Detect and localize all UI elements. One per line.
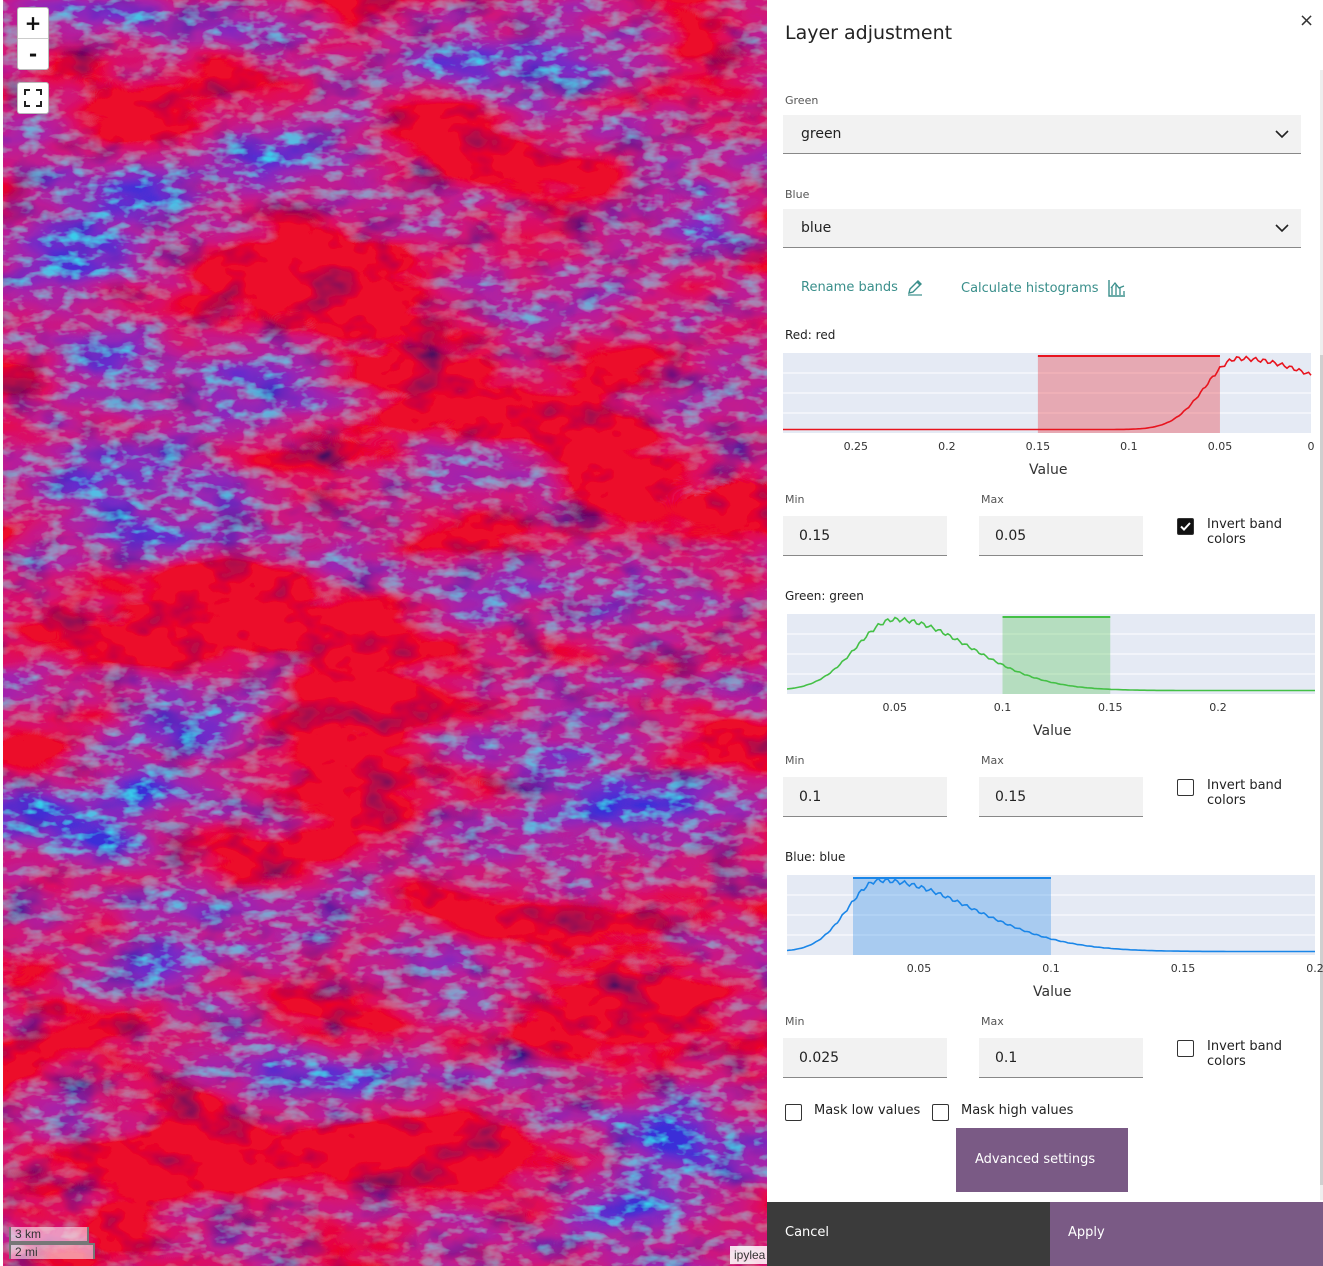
max-label: Max — [981, 754, 1004, 767]
satellite-imagery — [3, 0, 767, 1266]
green-band-select[interactable]: green — [783, 115, 1301, 154]
tick-label: 0.05 — [907, 962, 932, 975]
tick-label: 0.25 — [844, 440, 869, 453]
scrollbar-thumb[interactable] — [1320, 355, 1323, 1185]
min-label: Min — [785, 754, 805, 767]
chevron-down-icon — [1275, 224, 1289, 233]
min-input[interactable] — [783, 516, 947, 556]
tick-label: 0.1 — [1120, 440, 1138, 453]
axis-title: Value — [1033, 723, 1072, 739]
scale-mi: 2 mi — [9, 1243, 95, 1259]
min-input[interactable] — [783, 777, 947, 817]
cancel-button[interactable]: Cancel — [767, 1202, 1050, 1266]
map-attribution[interactable]: ipylea — [730, 1246, 770, 1264]
invert-band-colors-label: Invert band colors — [1207, 778, 1283, 808]
axis-title: Value — [1033, 984, 1072, 1000]
histogram-title: Red: red — [785, 328, 836, 342]
max-input[interactable] — [979, 516, 1143, 556]
tick-label: 0.05 — [883, 701, 908, 714]
panel-title: Layer adjustment — [785, 22, 953, 44]
invert-band-colors-checkbox[interactable] — [1177, 1040, 1194, 1057]
max-input[interactable] — [979, 1038, 1143, 1078]
selected-range[interactable] — [1037, 356, 1220, 433]
histogram-chart[interactable]: 0.05 0.1 0.15 0.2 — [787, 614, 1323, 720]
blue-select-value: blue — [801, 220, 832, 236]
axis-title: Value — [1029, 462, 1068, 478]
histogram-title: Blue: blue — [785, 850, 846, 864]
selected-range[interactable] — [853, 878, 1051, 955]
mask-low-label: Mask low values — [814, 1103, 921, 1118]
tick-label: 0.1 — [994, 701, 1012, 714]
mask-high-checkbox[interactable] — [932, 1104, 949, 1121]
pencil-icon — [907, 280, 922, 296]
zoom-in-button[interactable]: + — [18, 8, 48, 39]
green-select-value: green — [801, 126, 842, 142]
rename-bands-label: Rename bands — [801, 279, 898, 295]
min-label: Min — [785, 493, 805, 506]
tick-label: 0.15 — [1026, 440, 1051, 453]
tick-label: 0.2 — [1306, 962, 1323, 975]
invert-band-colors-label: Invert band colors — [1207, 517, 1283, 547]
mask-low-checkbox[interactable] — [785, 1104, 802, 1121]
rename-bands-link[interactable]: Rename bands — [801, 278, 924, 296]
tick-label: 0.2 — [1209, 701, 1227, 714]
tick-label: 0.2 — [938, 440, 956, 453]
histogram-icon — [1107, 280, 1125, 297]
zoom-out-button[interactable]: - — [28, 42, 38, 66]
selected-range[interactable] — [1002, 617, 1111, 694]
histogram-chart[interactable]: 0.25 0.2 0.15 0.1 0.05 0 — [783, 353, 1319, 459]
close-button[interactable]: × — [1299, 10, 1314, 31]
min-label: Min — [785, 1015, 805, 1028]
mask-high-label: Mask high values — [961, 1103, 1074, 1118]
panel-scrollbar[interactable] — [1320, 70, 1323, 1200]
histogram-curve — [787, 877, 1315, 953]
fullscreen-icon — [24, 89, 42, 107]
histogram-curve — [783, 355, 1312, 431]
scale-km: 3 km — [9, 1227, 89, 1243]
histogram-curve — [787, 616, 1315, 692]
invert-band-colors-label: Invert band colors — [1207, 1039, 1283, 1069]
calculate-histograms-label: Calculate histograms — [961, 280, 1099, 296]
invert-band-colors-checkbox[interactable] — [1177, 518, 1194, 535]
fullscreen-button[interactable] — [17, 82, 49, 114]
checkmark-icon — [1180, 522, 1191, 531]
layer-adjustment-panel: Layer adjustment × Green green Blue blue… — [767, 0, 1323, 1266]
chevron-down-icon — [1275, 130, 1289, 139]
blue-band-select[interactable]: blue — [783, 209, 1301, 248]
zoom-control: + - — [17, 7, 49, 70]
tick-label: 0.05 — [1208, 440, 1233, 453]
max-input[interactable] — [979, 777, 1143, 817]
histogram-chart[interactable]: 0.05 0.1 0.15 0.2 — [787, 875, 1323, 981]
blue-select-label: Blue — [785, 188, 810, 201]
apply-button[interactable]: Apply — [1050, 1202, 1323, 1266]
map-view[interactable]: + - 3 km 2 mi — [3, 0, 767, 1266]
close-icon: × — [1299, 10, 1315, 31]
max-label: Max — [981, 493, 1004, 506]
invert-band-colors-checkbox[interactable] — [1177, 779, 1194, 796]
min-input[interactable] — [783, 1038, 947, 1078]
tick-label: 0.1 — [1042, 962, 1060, 975]
tick-label: 0.15 — [1098, 701, 1123, 714]
green-select-label: Green — [785, 94, 819, 107]
calculate-histograms-link[interactable]: Calculate histograms — [961, 278, 1127, 298]
max-label: Max — [981, 1015, 1004, 1028]
tick-label: 0.15 — [1171, 962, 1196, 975]
advanced-settings-button[interactable]: Advanced settings — [956, 1128, 1128, 1192]
histogram-title: Green: green — [785, 589, 864, 603]
tick-label: 0 — [1308, 440, 1315, 453]
